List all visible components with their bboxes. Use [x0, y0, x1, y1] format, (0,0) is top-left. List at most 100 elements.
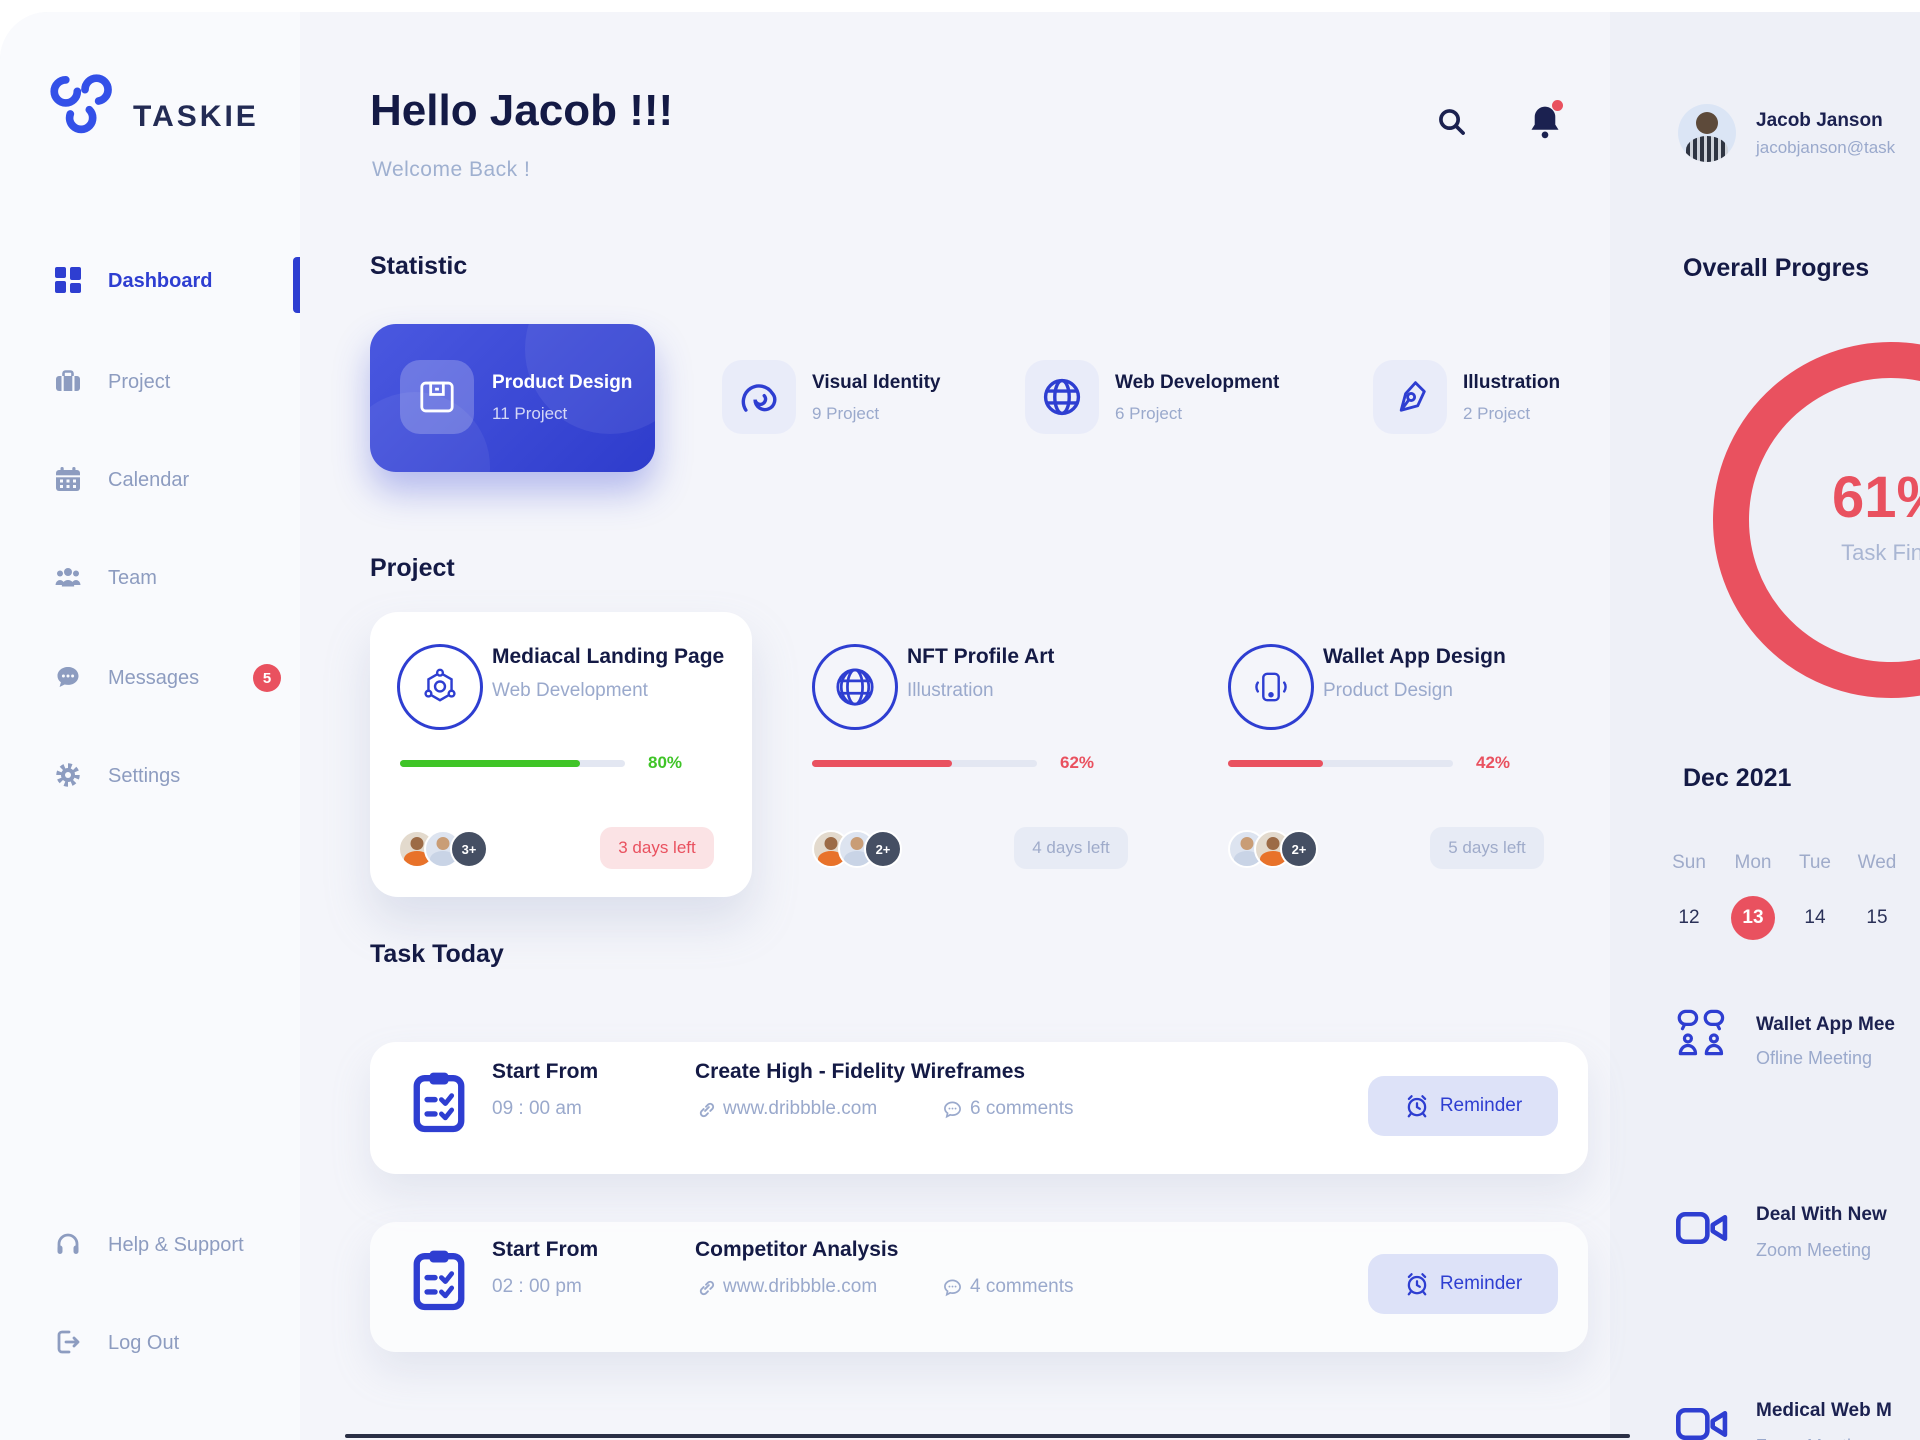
- reminder-button[interactable]: Reminder: [1368, 1076, 1558, 1136]
- sidebar-item-project[interactable]: Project: [0, 356, 300, 408]
- overall-progress-title: Overall Progres: [1683, 254, 1870, 282]
- meeting-name: Wallet App Mee: [1756, 1014, 1895, 1035]
- sidebar-item-settings[interactable]: Settings: [0, 750, 300, 802]
- task-link[interactable]: www.dribbble.com: [723, 1098, 878, 1119]
- project-name: Wallet App Design: [1323, 645, 1506, 668]
- overall-percent: 61%: [1831, 465, 1920, 530]
- statistic-title: Statistic: [370, 252, 468, 280]
- sidebar-item-dashboard[interactable]: Dashboard: [0, 255, 300, 307]
- calendar-day-name: Sun: [1672, 852, 1706, 873]
- calendar-day[interactable]: 15: [1866, 907, 1888, 928]
- messages-badge: 5: [253, 664, 281, 692]
- notification-dot: [1552, 100, 1563, 111]
- project-name: NFT Profile Art: [907, 645, 1055, 668]
- days-left-badge: 4 days left: [1014, 827, 1128, 869]
- right-panel-background: [1610, 12, 1920, 1440]
- profile-email: jacobjanson@task: [1756, 138, 1896, 157]
- progress-percent: 42%: [1476, 753, 1511, 772]
- project-category: Illustration: [907, 680, 994, 701]
- progress-fill: [1228, 760, 1323, 767]
- search-icon[interactable]: [1436, 106, 1468, 138]
- sidebar-item-logout[interactable]: Log Out: [0, 1317, 300, 1369]
- page-greeting: Hello Jacob !!!: [370, 86, 674, 135]
- task-time: 02 : 00 pm: [492, 1276, 582, 1297]
- progress-fill: [812, 760, 952, 767]
- task-time: 09 : 00 am: [492, 1098, 582, 1119]
- spiral-icon: [722, 360, 796, 434]
- meeting-name: Medical Web M: [1756, 1400, 1892, 1421]
- task-link[interactable]: www.dribbble.com: [723, 1276, 878, 1297]
- briefcase-icon: [55, 368, 83, 396]
- meeting-type: Zoom Meeting: [1756, 1240, 1872, 1260]
- pen-nib-icon: [1373, 360, 1447, 434]
- app-surface: TASKIE Dashboard Project: [0, 12, 1920, 1440]
- overall-caption: Task Finis: [1841, 540, 1920, 565]
- link-icon: [697, 1278, 716, 1297]
- sidebar-item-label: Log Out: [108, 1331, 180, 1354]
- calendar-day[interactable]: 14: [1804, 907, 1826, 928]
- stat-card-count: 2 Project: [1463, 404, 1531, 423]
- profile-name: Jacob Janson: [1756, 110, 1883, 131]
- member-avatars: 3+: [398, 830, 488, 868]
- calendar-day[interactable]: 12: [1678, 907, 1700, 928]
- task-name: Create High - Fidelity Wireframes: [695, 1060, 1026, 1083]
- reminder-label: Reminder: [1439, 1273, 1523, 1294]
- stat-card-label: Visual Identity: [812, 372, 941, 393]
- overall-progress-ring: [1693, 322, 1920, 722]
- profile-avatar[interactable]: [1678, 104, 1736, 162]
- task-start-label: Start From: [492, 1060, 599, 1083]
- stat-card-count: 9 Project: [812, 404, 880, 423]
- alarm-icon: [1404, 1093, 1430, 1119]
- project-name: Mediacal Landing Page: [492, 645, 725, 668]
- progress-track: [812, 760, 1037, 767]
- calendar-day-selected[interactable]: 13: [1724, 896, 1782, 940]
- task-start-label: Start From: [492, 1238, 599, 1261]
- sidebar-item-label: Dashboard: [108, 269, 213, 292]
- sidebar-item-calendar[interactable]: Calendar: [0, 454, 300, 506]
- notification-bell-icon[interactable]: [1528, 100, 1563, 140]
- clipboard-icon: [412, 1070, 466, 1134]
- calendar-month: Dec 2021: [1683, 764, 1792, 792]
- reminder-label: Reminder: [1439, 1095, 1523, 1116]
- stat-card-count: 6 Project: [1115, 404, 1183, 423]
- dashboard-icon: [55, 267, 83, 295]
- stat-card-label: Product Design: [492, 372, 633, 393]
- task-comments: 4 comments: [970, 1276, 1074, 1297]
- sidebar-item-help-support[interactable]: Help & Support: [0, 1219, 300, 1271]
- sidebar-item-messages[interactable]: Messages: [0, 652, 300, 704]
- avatar-more: 2+: [864, 830, 902, 868]
- horizontal-scrollbar[interactable]: [345, 1434, 1630, 1438]
- calendar-day-name: Wed: [1857, 852, 1897, 873]
- mobile-waves-icon: [1228, 644, 1314, 730]
- people-chat-icon: [1676, 1008, 1728, 1058]
- headset-icon: [55, 1231, 83, 1259]
- molecule-icon: [397, 644, 483, 730]
- sidebar: TASKIE Dashboard Project: [0, 12, 300, 1440]
- member-avatars: 2+: [812, 830, 902, 868]
- page-subtitle: Welcome Back !: [372, 158, 531, 181]
- project-title: Project: [370, 554, 455, 582]
- sidebar-item-team[interactable]: Team: [0, 552, 300, 604]
- calendar-icon: [55, 466, 83, 494]
- days-left-badge: 3 days left: [600, 827, 714, 869]
- stat-card-count: 11 Project: [492, 404, 568, 423]
- comment-icon: [943, 1100, 962, 1119]
- sidebar-item-label: Project: [108, 370, 171, 393]
- calendar-day-name: Tue: [1798, 852, 1832, 873]
- progress-percent: 62%: [1060, 753, 1095, 772]
- stat-card-label: Illustration: [1463, 372, 1561, 393]
- stat-card-product-design[interactable]: Product Design 11 Project: [370, 324, 655, 472]
- avatar-more: 2+: [1280, 830, 1318, 868]
- reminder-button[interactable]: Reminder: [1368, 1254, 1558, 1314]
- link-icon: [697, 1100, 716, 1119]
- progress-track: [400, 760, 625, 767]
- progress-percent: 80%: [648, 753, 683, 772]
- sidebar-item-label: Settings: [108, 764, 181, 787]
- project-category: Product Design: [1323, 680, 1453, 701]
- avatar-more: 3+: [450, 830, 488, 868]
- gear-icon: [55, 762, 83, 790]
- sidebar-item-label: Messages: [108, 666, 200, 689]
- meeting-type: Zoom Meeting: [1756, 1436, 1871, 1440]
- days-left-badge: 5 days left: [1430, 827, 1544, 869]
- video-camera-icon: [1676, 1208, 1728, 1248]
